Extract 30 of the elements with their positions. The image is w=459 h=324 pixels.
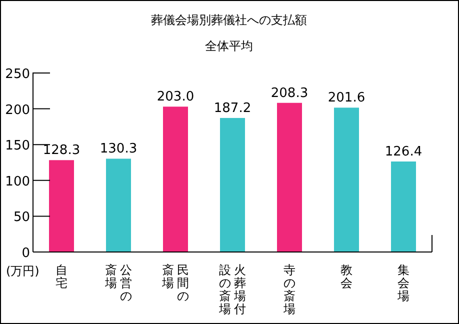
bar bbox=[391, 162, 416, 252]
bar bbox=[106, 158, 131, 252]
x-tick-label: 集会場 bbox=[396, 263, 410, 303]
y-tick-label: 0 bbox=[22, 246, 30, 261]
chart-title: 葬儀会場別葬儀社への支払額 bbox=[151, 13, 307, 27]
y-tick-label: 50 bbox=[13, 210, 30, 226]
data-label: 128.3 bbox=[42, 143, 80, 158]
bar bbox=[277, 102, 302, 252]
y-tick-label: 250 bbox=[5, 67, 30, 82]
data-label: 187.2 bbox=[214, 100, 252, 116]
y-axis-title: (万円) bbox=[6, 264, 40, 278]
x-tick-label: 教会 bbox=[340, 263, 352, 290]
data-label: 203.0 bbox=[156, 90, 194, 105]
x-tick-label: 自宅 bbox=[56, 263, 68, 290]
data-label: 208.3 bbox=[270, 86, 308, 101]
chart-subtitle: 全体平均 bbox=[205, 39, 253, 53]
x-tick-label: 民間の斎場 bbox=[161, 263, 189, 303]
data-label: 126.4 bbox=[384, 144, 422, 160]
x-tick-label: 寺の斎場 bbox=[282, 263, 296, 316]
y-tick-label: 100 bbox=[5, 174, 30, 190]
y-tick-label: 200 bbox=[5, 102, 30, 118]
y-tick-label: 150 bbox=[5, 138, 30, 154]
x-tick-label: 公営の斎場 bbox=[104, 263, 132, 303]
data-label: 130.3 bbox=[100, 142, 138, 157]
data-label: 201.6 bbox=[328, 90, 366, 106]
bar bbox=[49, 160, 74, 252]
bar bbox=[220, 118, 245, 252]
bar bbox=[334, 108, 359, 252]
category-label: 火葬場付設の斎場 bbox=[219, 263, 246, 316]
bar bbox=[163, 106, 188, 252]
